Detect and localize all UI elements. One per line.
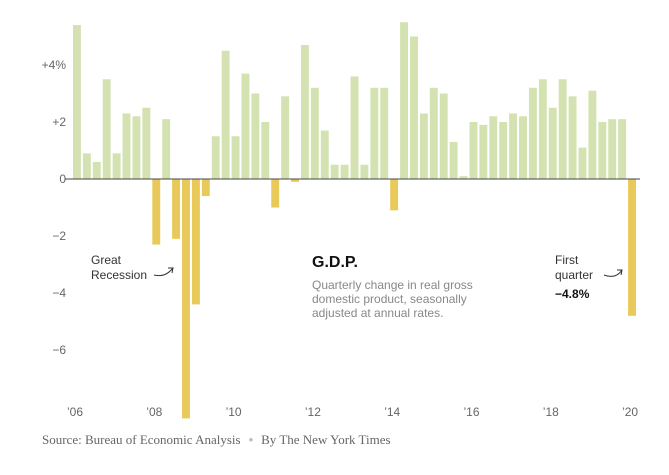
great-recession-label-line1: Great [91, 253, 122, 267]
x-tick-label: ’12 [305, 405, 321, 419]
x-tick-label: ’10 [226, 405, 242, 419]
bar-2007-q4 [142, 107, 151, 179]
x-tick-label: ’18 [543, 405, 559, 419]
bar-2009-q4 [221, 50, 230, 179]
bar-2015-q1 [429, 87, 438, 179]
first-quarter-label-line2: quarter [555, 268, 593, 282]
bars-group [73, 22, 636, 419]
bar-2008-q4 [182, 179, 190, 419]
first-quarter-arrow-icon [603, 269, 623, 277]
bar-2013-q1 [350, 76, 359, 179]
bar-2008-q1 [152, 179, 161, 245]
first-quarter-label-line1: First [555, 253, 579, 267]
chart-description-line2: domestic product, seasonally [312, 292, 467, 306]
bar-2011-q3 [291, 179, 299, 182]
y-tick-label: +2 [52, 115, 66, 129]
bar-2017-q1 [509, 113, 518, 179]
x-tick-label: ’06 [67, 405, 83, 419]
y-axis-ticks: +4% +2 0 −2 −4 −6 [42, 58, 67, 357]
chart-description-line3: adjusted at annual rates. [312, 306, 443, 320]
great-recession-label-line2: Recession [91, 268, 147, 282]
bar-2007-q1 [112, 153, 121, 179]
bar-2011-q2 [281, 96, 290, 179]
byline: By The New York Times [261, 432, 391, 447]
bar-2019-q3 [608, 119, 617, 179]
bar-2015-q2 [439, 93, 448, 179]
y-tick-label: −6 [52, 343, 66, 357]
first-quarter-value: −4.8% [555, 287, 590, 301]
footer-separator: • [248, 432, 254, 447]
bar-2016-q1 [469, 122, 478, 179]
bar-2017-q4 [538, 79, 547, 179]
bar-2009-q1 [191, 179, 200, 305]
great-recession-arrowhead-icon [168, 267, 174, 274]
bar-2014-q1 [390, 179, 399, 211]
bar-2006-q1 [73, 25, 81, 179]
bar-2020-q1 [628, 179, 636, 316]
x-axis-ticks: ’06 ’08 ’10 ’12 ’14 ’16 ’18 ’20 [67, 405, 638, 419]
bar-2016-q4 [499, 122, 508, 179]
bar-2011-q1 [271, 179, 280, 208]
bar-2010-q2 [241, 73, 250, 179]
bar-2009-q2 [201, 179, 210, 197]
x-tick-label: ’14 [384, 405, 400, 419]
first-quarter-arrowhead-icon [617, 269, 623, 276]
bar-2008-q3 [172, 179, 181, 239]
great-recession-arrow-icon [153, 267, 174, 277]
bar-2019-q2 [598, 122, 607, 179]
bar-2006-q4 [102, 79, 111, 179]
bar-2019-q4 [618, 119, 627, 179]
bar-2014-q2 [400, 22, 409, 179]
bar-2018-q1 [548, 107, 557, 179]
bar-2015-q4 [459, 176, 468, 179]
bar-2019-q1 [588, 90, 597, 179]
bar-2007-q3 [132, 116, 141, 179]
chart-description-line1: Quarterly change in real gross [312, 278, 473, 292]
bar-2009-q3 [211, 136, 220, 179]
bar-2013-q2 [360, 164, 369, 179]
bar-2006-q2 [82, 153, 91, 179]
bar-2018-q4 [578, 147, 587, 179]
y-tick-label: −2 [52, 229, 66, 243]
bar-2018-q3 [568, 96, 577, 179]
bar-2014-q4 [419, 113, 428, 179]
bar-2008-q2 [162, 119, 171, 179]
source-credit: Source: Bureau of Economic Analysis [42, 432, 241, 447]
bar-2014-q3 [410, 36, 418, 179]
y-tick-label: 0 [59, 172, 66, 186]
x-tick-label: ’16 [463, 405, 479, 419]
bar-2015-q3 [449, 141, 458, 179]
bar-2007-q2 [122, 113, 131, 179]
bar-2010-q4 [261, 122, 270, 179]
bar-2016-q2 [479, 124, 488, 179]
chart-title: G.D.P. [312, 254, 358, 271]
bar-2010-q1 [231, 136, 240, 179]
x-tick-label: ’08 [146, 405, 162, 419]
y-tick-label: +4% [42, 58, 67, 72]
bar-2018-q2 [558, 79, 567, 179]
bar-2011-q4 [300, 45, 309, 179]
bar-2006-q3 [92, 161, 101, 179]
bar-2013-q3 [370, 87, 379, 179]
bar-2012-q2 [320, 130, 329, 179]
bar-2012-q3 [330, 164, 339, 179]
bar-2017-q3 [528, 87, 537, 179]
bar-2013-q4 [380, 87, 389, 179]
x-tick-label: ’20 [622, 405, 638, 419]
bar-2012-q1 [310, 87, 319, 179]
bar-2017-q2 [519, 116, 527, 179]
bar-2012-q4 [340, 164, 349, 179]
bar-2010-q3 [251, 93, 260, 179]
y-tick-label: −4 [52, 286, 66, 300]
bar-2016-q3 [489, 116, 498, 179]
chart-footer: Source: Bureau of Economic Analysis • By T… [42, 432, 391, 448]
